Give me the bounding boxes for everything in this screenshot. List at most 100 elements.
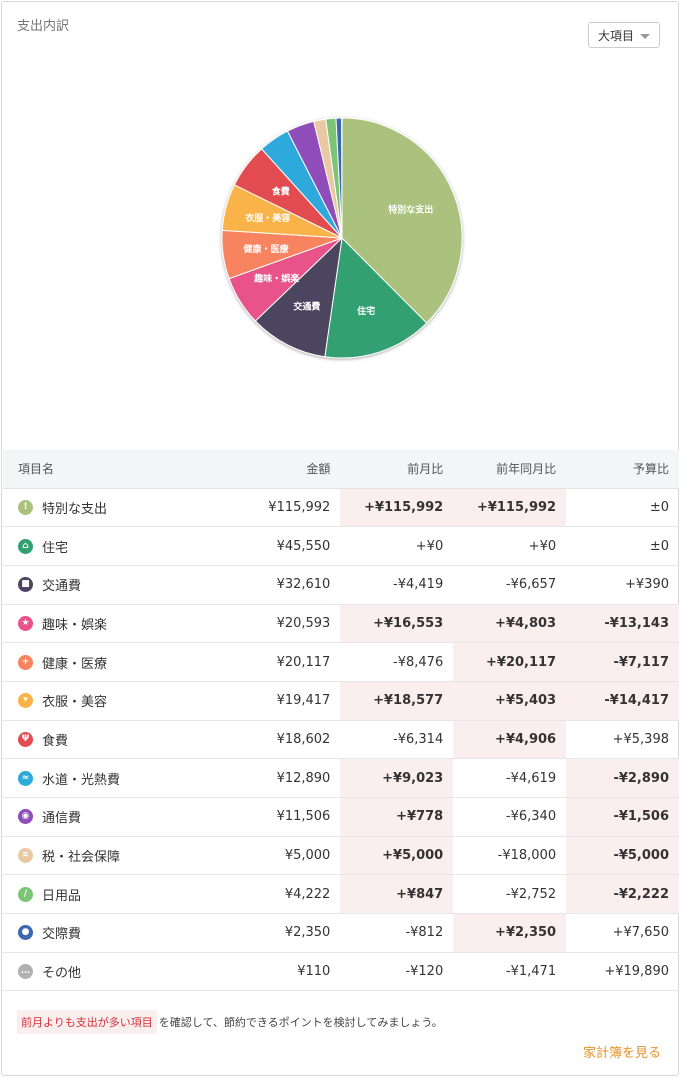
cell-mom: +¥847 (340, 874, 454, 915)
cell-yoy: -¥4,619 (453, 758, 567, 798)
category-name: 通信費 (42, 811, 82, 827)
header-amount: 金額 (227, 450, 341, 489)
pie-slice[interactable] (341, 117, 463, 324)
category-name: 衣服・美容 (42, 695, 108, 711)
category-name: 交通費 (42, 579, 82, 595)
cell-category: Ψ 食費 (3, 720, 228, 760)
shirt-icon: ▾ (18, 693, 33, 709)
cell-mom: -¥6,314 (340, 720, 454, 760)
cell-budget: -¥1,506 (566, 797, 679, 837)
cell-budget: -¥5,000 (566, 836, 679, 876)
cell-category: ¤ 税・社会保障 (3, 836, 228, 876)
table-row: ★ 趣味・娯楽 ¥20,593 +¥16,553 +¥4,803 -¥13,143 (3, 604, 679, 644)
cell-amount: ¥4,222 (227, 874, 341, 915)
footer-note-text: を確認して、節約できるポイントを検討してみましょう。 (158, 1016, 443, 1029)
table-row: Ψ 食費 ¥18,602 -¥6,314 +¥4,906 +¥5,398 (3, 720, 679, 760)
cell-budget: -¥7,117 (566, 642, 679, 682)
cell-category: ● 交際費 (3, 913, 228, 953)
train-icon: ■ (18, 577, 33, 593)
cell-yoy: -¥6,657 (453, 565, 567, 605)
cell-category: ! 特別な支出 (3, 488, 228, 528)
category-name: その他 (42, 966, 82, 982)
cell-yoy: -¥1,471 (453, 952, 567, 992)
table-row: ≈ 水道・光熱費 ¥12,890 +¥9,023 -¥4,619 -¥2,890 (3, 758, 679, 798)
increase-tag: 前月よりも支出が多い項目 (17, 1010, 157, 1034)
cell-mom: -¥4,419 (340, 565, 454, 605)
pie-slice-label: 特別な支出 (388, 204, 433, 216)
card-title: 支出内訳 (17, 19, 70, 34)
cell-amount: ¥110 (227, 952, 341, 992)
exclamation-icon: ! (18, 499, 33, 515)
category-level-dropdown[interactable]: 大項目 (588, 22, 660, 48)
table-row: ● 交際費 ¥2,350 -¥812 +¥2,350 +¥7,650 (3, 913, 679, 953)
table-row: ▾ 衣服・美容 ¥19,417 +¥18,577 +¥5,403 -¥14,417 (3, 681, 679, 721)
cell-category: ⌂ 住宅 (3, 526, 228, 566)
people-icon: ● (18, 925, 33, 941)
cell-mom: -¥8,476 (340, 642, 454, 682)
cell-yoy: +¥0 (453, 526, 567, 566)
faucet-icon: ≈ (18, 770, 33, 786)
category-name: 趣味・娯楽 (42, 617, 108, 633)
cell-mom: -¥120 (340, 952, 454, 992)
cell-mom: +¥5,000 (340, 836, 454, 876)
pie-chart: 特別な支出 住宅 交通費 趣味・娯楽 健康・医療 衣服・美容 食費 (2, 102, 680, 382)
view-household-book-link[interactable]: 家計簿を見る (582, 1046, 661, 1061)
cell-budget: -¥2,890 (566, 758, 679, 798)
star-icon: ★ (18, 615, 33, 631)
table-row: / 日用品 ¥4,222 +¥847 -¥2,752 -¥2,222 (3, 874, 679, 915)
pie-slice[interactable] (324, 236, 428, 359)
pie-slice-label: 衣服・美容 (245, 212, 290, 224)
cell-budget: +¥19,890 (566, 952, 679, 992)
pie-slice-label: 食費 (271, 186, 290, 198)
cell-budget: ±0 (566, 488, 679, 528)
dropdown-value: 大項目 (597, 28, 634, 43)
table-row: … その他 ¥110 -¥120 -¥1,471 +¥19,890 (3, 952, 679, 992)
cell-mom: +¥115,992 (340, 488, 454, 528)
cell-category: ≈ 水道・光熱費 (3, 758, 228, 798)
cell-budget: ±0 (566, 526, 679, 566)
pie-slice-label: 住宅 (357, 305, 375, 317)
cell-budget: +¥5,398 (566, 720, 679, 760)
header-budget: 予算比 (566, 450, 679, 489)
cell-budget: -¥13,143 (566, 604, 679, 644)
cell-budget: -¥14,417 (566, 681, 679, 721)
cell-mom: +¥778 (340, 797, 454, 837)
cell-amount: ¥2,350 (227, 913, 341, 953)
pie-slice[interactable] (254, 236, 343, 358)
cell-yoy: -¥18,000 (453, 836, 567, 876)
coins-icon: ¤ (18, 848, 33, 864)
table-row: ■ 交通費 ¥32,610 -¥4,419 -¥6,657 +¥390 (3, 565, 679, 605)
table-row: ¤ 税・社会保障 ¥5,000 +¥5,000 -¥18,000 -¥5,000 (3, 836, 679, 876)
chevron-down-icon (640, 33, 650, 39)
cell-mom: +¥16,553 (340, 604, 454, 644)
cell-yoy: -¥2,752 (453, 874, 567, 915)
category-name: 特別な支出 (42, 501, 108, 517)
header-yoy: 前年同月比 (453, 450, 567, 489)
pie-slice-label: 交通費 (293, 300, 320, 312)
cell-category: … その他 (3, 952, 228, 992)
cell-category: ■ 交通費 (3, 565, 228, 605)
category-name: 健康・医療 (42, 656, 108, 672)
cell-category: + 健康・医療 (3, 642, 228, 682)
cell-yoy: +¥4,906 (453, 720, 567, 760)
category-name: 食費 (42, 733, 69, 749)
dots-icon: … (18, 964, 33, 980)
cell-budget: +¥390 (566, 565, 679, 605)
table-row: + 健康・医療 ¥20,117 -¥8,476 +¥20,117 -¥7,117 (3, 642, 679, 682)
category-name: 住宅 (42, 540, 69, 556)
expense-table: 項目名 金額 前月比 前年同月比 予算比 ! 特別な支出 ¥115,992 +¥115… (3, 450, 679, 992)
header-mom: 前月比 (340, 450, 454, 489)
pie-slice-label: 趣味・娯楽 (253, 272, 300, 284)
category-name: 水道・光熱費 (42, 772, 121, 788)
table-header-row: 項目名 金額 前月比 前年同月比 予算比 (3, 450, 679, 489)
antenna-icon: ◉ (18, 809, 33, 825)
house-icon: ⌂ (18, 538, 33, 554)
fork-knife-icon: Ψ (18, 731, 33, 747)
cell-budget: -¥2,222 (566, 874, 679, 915)
table-row: ◉ 通信費 ¥11,506 +¥778 -¥6,340 -¥1,506 (3, 797, 679, 837)
cell-amount: ¥115,992 (227, 488, 341, 528)
cell-amount: ¥32,610 (227, 565, 341, 605)
table-row: ⌂ 住宅 ¥45,550 +¥0 +¥0 ±0 (3, 526, 679, 566)
